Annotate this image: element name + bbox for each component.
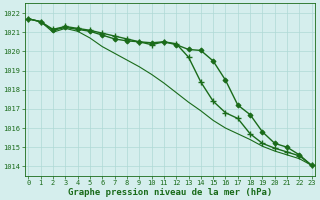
X-axis label: Graphe pression niveau de la mer (hPa): Graphe pression niveau de la mer (hPa) — [68, 188, 272, 197]
